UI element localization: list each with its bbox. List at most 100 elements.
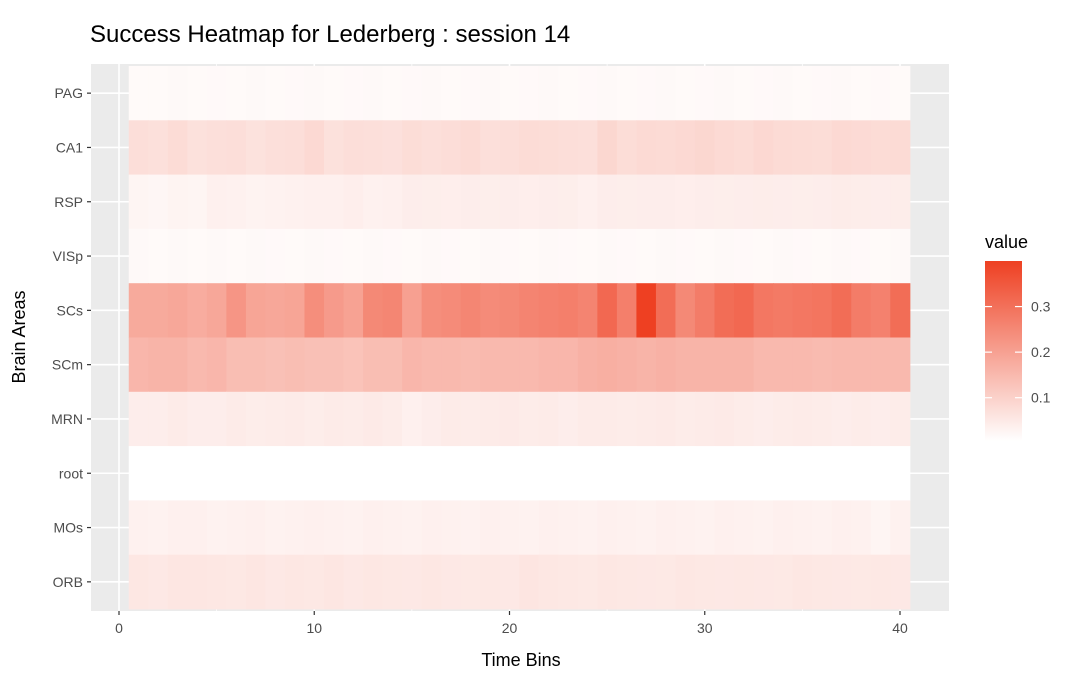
- heatmap-cell: [284, 283, 306, 338]
- heatmap-cell: [812, 120, 833, 175]
- heatmap-cell: [538, 174, 559, 230]
- heatmap-cell: [402, 337, 423, 393]
- heatmap-cell: [538, 66, 559, 121]
- heatmap-cell: [265, 500, 286, 556]
- heatmap-cell: [519, 120, 540, 175]
- heatmap-cell: [324, 500, 345, 556]
- heatmap-cell: [558, 174, 579, 230]
- heatmap-cell: [226, 283, 247, 338]
- heatmap-cell: [128, 66, 149, 121]
- heatmap-cell: [265, 446, 286, 501]
- heatmap-cell: [577, 228, 598, 284]
- y-axis: PAG CA1 RSP VISp SCs SCm MRN root MOs ORB: [51, 85, 91, 590]
- heatmap-cell: [167, 337, 188, 393]
- heatmap-cell: [382, 500, 403, 556]
- heatmap-cell: [714, 554, 735, 610]
- heatmap-cell: [773, 391, 794, 447]
- heatmap-cell: [128, 174, 149, 230]
- heatmap-cell: [753, 554, 774, 610]
- heatmap-cell: [577, 446, 598, 501]
- heatmap-cell: [616, 120, 638, 175]
- heatmap-cell: [167, 66, 188, 121]
- heatmap-cell: [499, 446, 520, 501]
- x-axis: 0 10 20 30 40: [115, 611, 908, 636]
- heatmap-cell: [519, 174, 540, 230]
- heatmap-cell: [226, 66, 247, 121]
- heatmap-cell: [734, 337, 755, 393]
- heatmap-cell: [636, 337, 657, 393]
- heatmap-cell: [460, 66, 481, 121]
- y-tick-label: SCm: [52, 357, 83, 373]
- heatmap-cell: [558, 228, 579, 284]
- heatmap-cell: [480, 174, 501, 230]
- heatmap-cell: [265, 66, 286, 121]
- heatmap-cell: [128, 391, 149, 447]
- heatmap-cell: [636, 446, 657, 501]
- heatmap-cell: [382, 283, 403, 338]
- heatmap-cell: [597, 174, 618, 230]
- heatmap-cell: [636, 228, 657, 284]
- heatmap-cell: [773, 66, 794, 121]
- heatmap-cell: [734, 391, 755, 447]
- heatmap-cell: [187, 228, 208, 284]
- heatmap-cell: [460, 337, 481, 393]
- y-tick-label: PAG: [54, 85, 83, 101]
- heatmap-cell: [363, 391, 384, 447]
- heatmap-cell: [304, 283, 325, 338]
- heatmap-cell: [148, 174, 169, 230]
- heatmap-cell: [616, 554, 638, 610]
- heatmap-cell: [245, 228, 267, 284]
- heatmap-cell: [382, 120, 403, 175]
- heatmap-cell: [284, 554, 306, 610]
- heatmap-cell: [577, 391, 598, 447]
- heatmap-cell: [851, 337, 872, 393]
- heatmap-cell: [206, 391, 227, 447]
- heatmap-cell: [753, 174, 774, 230]
- y-tick-label: root: [59, 465, 83, 481]
- heatmap-cell: [831, 283, 852, 338]
- heatmap-cell: [226, 500, 247, 556]
- heatmap-cell: [363, 554, 384, 610]
- heatmap-cell: [499, 174, 520, 230]
- heatmap-cell: [460, 228, 481, 284]
- heatmap-cell: [694, 283, 716, 338]
- heatmap-cell: [792, 391, 813, 447]
- heatmap-cell: [538, 446, 559, 501]
- heatmap-cell: [870, 446, 891, 501]
- heatmap-cell: [480, 283, 501, 338]
- heatmap-cell: [128, 228, 149, 284]
- heatmap-cell: [148, 120, 169, 175]
- heatmap-cell: [812, 228, 833, 284]
- heatmap-cell: [870, 66, 891, 121]
- heatmap-cell: [480, 228, 501, 284]
- heatmap-cell: [519, 391, 540, 447]
- heatmap-cell: [519, 554, 540, 610]
- heatmap-cell: [558, 554, 579, 610]
- y-tick-label: RSP: [54, 194, 83, 210]
- heatmap-cell: [324, 446, 345, 501]
- heatmap-cell: [597, 228, 618, 284]
- heatmap-cell: [773, 283, 794, 338]
- heatmap-cell: [245, 174, 267, 230]
- heatmap-cell: [694, 554, 716, 610]
- heatmap-cell: [499, 66, 520, 121]
- heatmap-cell: [304, 174, 325, 230]
- heatmap-cell: [773, 228, 794, 284]
- heatmap-cell: [753, 283, 774, 338]
- heatmap-cell: [890, 554, 911, 610]
- heatmap-cell: [402, 283, 423, 338]
- heatmap-cell: [890, 228, 911, 284]
- heatmap-cell: [265, 174, 286, 230]
- heatmap-cell: [694, 228, 716, 284]
- heatmap-cell: [616, 174, 638, 230]
- heatmap-cell: [402, 391, 423, 447]
- heatmap-cell: [480, 391, 501, 447]
- heatmap-cell: [441, 283, 462, 338]
- heatmap-cell: [441, 554, 462, 610]
- heatmap-cell: [831, 120, 852, 175]
- x-tick-label: 0: [115, 620, 123, 636]
- heatmap-cell: [675, 337, 696, 393]
- heatmap-cell: [206, 337, 227, 393]
- heatmap-cell: [538, 228, 559, 284]
- heatmap-cell: [675, 283, 696, 338]
